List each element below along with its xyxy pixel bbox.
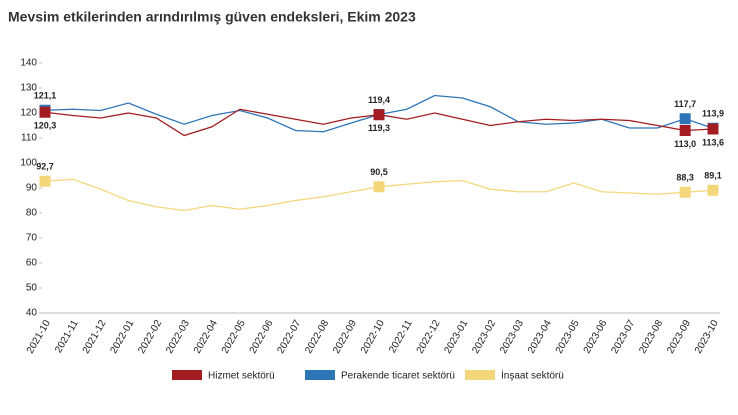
x-tick-label: 2023-10 xyxy=(693,318,721,356)
x-tick-label: 2023-04 xyxy=(526,318,554,356)
x-tick-label: 2023-02 xyxy=(470,318,498,356)
y-tick-label: 110 xyxy=(21,133,37,144)
x-tick-label: 2022-07 xyxy=(276,318,304,356)
point-marker xyxy=(373,181,385,193)
value-label: 120,3 xyxy=(34,121,57,131)
point-marker xyxy=(679,113,691,125)
value-label: 119,3 xyxy=(368,123,390,133)
x-tick-label: 2023-07 xyxy=(610,318,638,356)
y-tick-label: 80 xyxy=(26,208,38,219)
x-tick-label: 2021-10 xyxy=(25,318,53,356)
x-tick-label: 2022-08 xyxy=(303,318,331,356)
x-tick-label: 2023-06 xyxy=(582,318,610,356)
x-tick-label: 2022-10 xyxy=(359,318,387,356)
x-tick-label: 2023-05 xyxy=(554,318,582,356)
value-label: 88,3 xyxy=(676,173,694,183)
x-tick-label: 2023-09 xyxy=(665,318,693,356)
value-label: 113,0 xyxy=(674,139,696,149)
x-tick-label: 2021-12 xyxy=(81,318,109,356)
y-tick-label: 60 xyxy=(26,258,38,269)
x-tick-label: 2022-05 xyxy=(220,318,248,356)
point-marker xyxy=(373,109,385,121)
y-tick-label: 140 xyxy=(20,58,37,69)
value-label: 119,4 xyxy=(368,95,390,105)
point-marker xyxy=(39,175,51,187)
point-marker xyxy=(707,184,719,196)
value-label: 113,6 xyxy=(702,137,724,147)
chart-title: Mevsim etkilerinden arındırılmış güven e… xyxy=(8,9,416,25)
value-label: 113,9 xyxy=(702,109,724,119)
y-tick-label: 130 xyxy=(20,83,37,94)
x-tick-label: 2022-04 xyxy=(192,318,220,356)
point-marker xyxy=(39,106,51,118)
x-tick-label: 2023-08 xyxy=(637,318,665,356)
x-tick-label: 2023-03 xyxy=(498,318,526,356)
legend-swatch xyxy=(465,370,495,380)
y-tick-label: 40 xyxy=(26,308,38,319)
point-marker xyxy=(707,123,719,135)
y-tick-label: 120 xyxy=(20,108,37,119)
point-marker xyxy=(679,125,691,136)
x-tick-label: 2022-01 xyxy=(109,318,137,356)
x-tick-label: 2021-11 xyxy=(53,318,81,355)
y-tick-label: 70 xyxy=(26,233,38,244)
value-label: 117,7 xyxy=(674,99,696,109)
y-tick-label: 50 xyxy=(26,283,38,294)
value-label: 121,1 xyxy=(34,91,57,101)
x-tick-label: 2022-12 xyxy=(415,318,443,356)
x-tick-label: 2022-02 xyxy=(136,318,164,356)
legend-label: İnşaat sektörü xyxy=(501,369,564,382)
value-label: 90,5 xyxy=(370,167,388,177)
x-tick-label: 2022-03 xyxy=(164,318,192,356)
y-tick-label: 100 xyxy=(20,158,37,169)
x-tick-label: 2022-11 xyxy=(387,318,415,355)
legend-swatch xyxy=(172,370,202,380)
value-label: 89,1 xyxy=(704,171,722,181)
legend-label: Perakende ticaret sektörü xyxy=(341,371,455,382)
legend-swatch xyxy=(305,370,335,380)
x-tick-label: 2023-01 xyxy=(443,318,471,356)
point-marker xyxy=(679,186,691,198)
legend-label: Hizmet sektörü xyxy=(208,371,275,382)
x-tick-label: 2022-09 xyxy=(331,318,359,356)
y-tick-label: 90 xyxy=(26,183,38,194)
x-tick-label: 2022-06 xyxy=(248,318,276,356)
value-label: 92,7 xyxy=(36,162,54,172)
